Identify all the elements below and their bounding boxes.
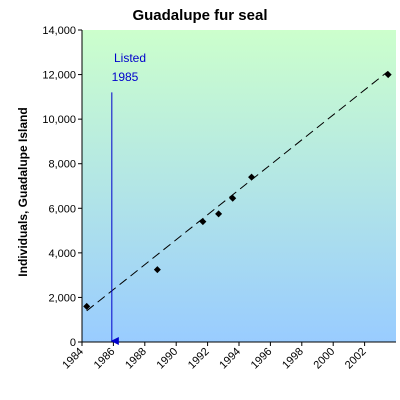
x-tick-label: 1986 bbox=[92, 346, 118, 372]
data-point bbox=[153, 266, 161, 274]
y-axis-label: Individuals, Guadalupe Island bbox=[16, 107, 30, 276]
y-tick-label: 8,000 bbox=[48, 159, 76, 171]
y-tick-label: 2,000 bbox=[48, 292, 76, 304]
annotation-text-listed: Listed bbox=[114, 51, 146, 65]
x-tick-label: 2002 bbox=[343, 346, 369, 372]
y-tick-label: 4,000 bbox=[48, 248, 76, 260]
data-point bbox=[215, 210, 223, 218]
data-point bbox=[199, 218, 207, 226]
annotation-group: Listed 1985 bbox=[110, 51, 146, 345]
annotation-text-year: 1985 bbox=[112, 70, 139, 84]
chart-title: Guadalupe fur seal bbox=[132, 7, 267, 24]
x-tick-label: 1994 bbox=[217, 346, 243, 372]
x-tick-label: 1984 bbox=[60, 346, 86, 372]
data-points bbox=[83, 71, 392, 310]
plot-area bbox=[82, 30, 396, 342]
x-tick-label: 1996 bbox=[249, 346, 275, 372]
y-tick-label: 10,000 bbox=[42, 114, 76, 126]
x-tick-label: 2000 bbox=[312, 346, 338, 372]
x-tick-label: 1988 bbox=[123, 346, 149, 372]
trendline-group bbox=[86, 70, 389, 312]
data-point bbox=[384, 71, 392, 79]
x-ticks: 1984 1986 1988 1990 1992 1994 1996 1998 2000 2002 bbox=[60, 342, 369, 372]
data-point bbox=[248, 173, 256, 181]
y-tick-label: 12,000 bbox=[42, 70, 76, 82]
x-tick-label: 1992 bbox=[186, 346, 212, 372]
data-point bbox=[229, 194, 237, 202]
x-tick-label: 1990 bbox=[155, 346, 181, 372]
y-tick-label: 6,000 bbox=[48, 203, 76, 215]
y-ticks: 0 2,000 4,000 6,000 8,000 10,000 12,000 14,000 bbox=[42, 25, 82, 349]
y-tick-label: 14,000 bbox=[42, 25, 76, 37]
y-tick-label: 0 bbox=[70, 337, 76, 349]
data-point bbox=[83, 302, 91, 310]
x-tick-label: 1998 bbox=[280, 346, 306, 372]
trendline bbox=[86, 70, 389, 312]
